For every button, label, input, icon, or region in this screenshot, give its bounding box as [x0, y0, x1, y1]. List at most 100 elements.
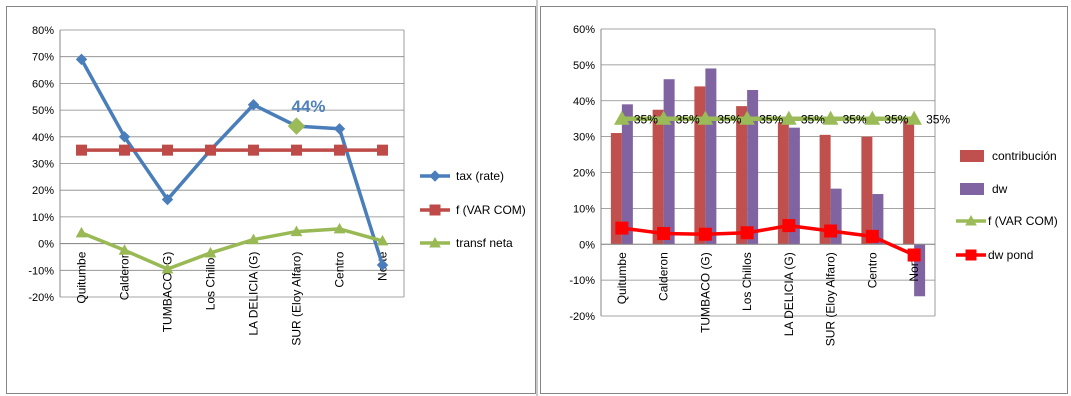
contribuci-n-bar: [736, 106, 748, 245]
legend-item-transf-neta: transf neta: [420, 236, 513, 250]
transf-neta-line: [80, 227, 383, 271]
y-tick-label: 10%: [573, 203, 595, 215]
legend-label: dw pond: [988, 248, 1033, 262]
f-var-com-point: [162, 144, 173, 156]
data-label: 35%: [884, 113, 908, 127]
panel-divider: [536, 0, 539, 396]
tax-rate-line: [79, 58, 385, 266]
series-dw-pond: [615, 219, 921, 262]
dw-pond-point: [615, 221, 629, 235]
transf-neta-point: [290, 225, 303, 237]
legend-label: dw: [992, 182, 1008, 196]
x-tick-label: LA DELICIA (G): [247, 252, 261, 336]
tax-rate-point: [247, 99, 260, 111]
y-tick-label: 0%: [579, 239, 595, 251]
tax-rate-point: [333, 123, 346, 135]
data-label: 35%: [676, 113, 700, 127]
f-var-com-point: [822, 110, 839, 125]
legend-item-dw: dw: [960, 182, 1008, 196]
data-label: 35%: [926, 113, 950, 127]
x-tick-label: TUMBACO (G): [698, 252, 712, 333]
f-var-com-point: [655, 110, 672, 125]
x-tick-label: Quitumbe: [615, 252, 629, 304]
dw-pond-line: [621, 223, 915, 257]
dw-pond-point: [698, 227, 712, 241]
y-tick-label: 50%: [573, 60, 595, 72]
transf-neta-point: [75, 226, 88, 238]
x-tick-label: SUR (Eloy Alfaro): [824, 252, 838, 346]
dw-pond-point: [740, 226, 754, 240]
tax-rate-point: [75, 53, 88, 66]
legend-swatch-box: [960, 150, 984, 162]
y-tick-label: 10%: [32, 212, 54, 224]
y-tick-label: 20%: [573, 168, 595, 180]
dw-pond-point: [824, 224, 838, 238]
f-var-com-point: [864, 110, 881, 125]
contribuci-n-bar: [861, 136, 873, 245]
chart-left-panel: -20% -10% 0% 10% 20% 30% 40% 50% 60% 70% 80% Quitum…: [6, 6, 536, 394]
legend-label: transf neta: [456, 236, 513, 250]
series-transf-neta: [75, 222, 389, 274]
f-var-com-point: [205, 144, 216, 156]
dw-pond-point: [782, 219, 796, 233]
contribuci-n-bar: [610, 133, 622, 245]
legend-item-f-var-com: f (VAR COM): [956, 214, 1058, 228]
legend-swatch-marker: [429, 204, 441, 216]
y-tick-label: 50%: [32, 105, 54, 117]
f-var-com-point: [76, 144, 87, 156]
chart-left: -20% -10% 0% 10% 20% 30% 40% 50% 60% 70% 80% Quitum…: [28, 25, 526, 346]
f-var-com-point: [291, 144, 302, 156]
f-var-com-point: [119, 144, 130, 156]
chart-left-frame: [6, 6, 536, 394]
y-tick-label: 0%: [38, 239, 54, 251]
transf-neta-point: [333, 222, 346, 234]
f-var-com-point: [781, 110, 797, 125]
y-tick-label: 20%: [32, 185, 54, 197]
legend-swatch-marker: [965, 214, 977, 226]
y-tick-label: 80%: [32, 25, 54, 37]
dw-pond-point: [907, 248, 921, 262]
y-tick-label: 40%: [32, 132, 54, 144]
x-tick-label: Calderon: [118, 252, 132, 301]
f-var-com-point: [697, 110, 714, 125]
dw-bar: [914, 244, 926, 297]
dw-bar: [830, 188, 842, 245]
x-tick-label: SUR (Eloy Alfaro): [290, 252, 304, 346]
chart-right-frame: [540, 6, 1068, 394]
series-f-var-com: [76, 144, 388, 156]
tax-rate-point: [161, 193, 174, 206]
y-tick-label: -20%: [28, 292, 54, 304]
legend-label: f (VAR COM): [988, 214, 1058, 228]
contribuci-n-bar: [694, 86, 706, 245]
y-tick-label: -10%: [569, 275, 595, 287]
dw-pond-point: [865, 229, 879, 243]
data-label: 35%: [634, 113, 658, 127]
x-tick-label: Los Chillos: [204, 252, 218, 311]
legend-swatch-marker: [429, 236, 441, 248]
series-f-var-com: 35% 35% 35% 35% 35% 35% 35% 35%: [614, 110, 950, 127]
annotation-label: 44%: [291, 97, 325, 116]
dw-pond-point: [657, 226, 671, 240]
y-tick-label: 70%: [32, 52, 54, 64]
legend-item-f-var-com: f (VAR COM): [420, 203, 526, 217]
legend-swatch-marker: [429, 170, 441, 182]
legend-label: contribución: [992, 149, 1057, 163]
dw-bar: [663, 79, 675, 245]
contribuci-n-bar: [903, 120, 915, 245]
f-var-com-point: [334, 144, 345, 156]
transf-neta-point: [376, 234, 389, 246]
f-var-com-point: [906, 110, 922, 125]
dw-bar: [872, 194, 884, 245]
legend-label: f (VAR COM): [456, 203, 526, 217]
tax-rate-point: [376, 259, 389, 271]
legend-item-tax-rate: tax (rate): [420, 169, 504, 183]
x-tick-label: Los Chillos: [740, 252, 754, 311]
chart-right: -20% -10% 0% 10% 20% 30% 40% 50% 60% Quitumbe Cald…: [569, 24, 1058, 346]
contribuci-n-bar: [819, 134, 831, 245]
y-tick-label: 40%: [573, 96, 595, 108]
transf-neta-point: [247, 233, 260, 245]
x-tick-label: Centro: [865, 252, 879, 288]
f-var-com-point: [739, 110, 755, 125]
legend-swatch-marker: [965, 249, 977, 261]
tax-rate-point: [118, 131, 131, 143]
